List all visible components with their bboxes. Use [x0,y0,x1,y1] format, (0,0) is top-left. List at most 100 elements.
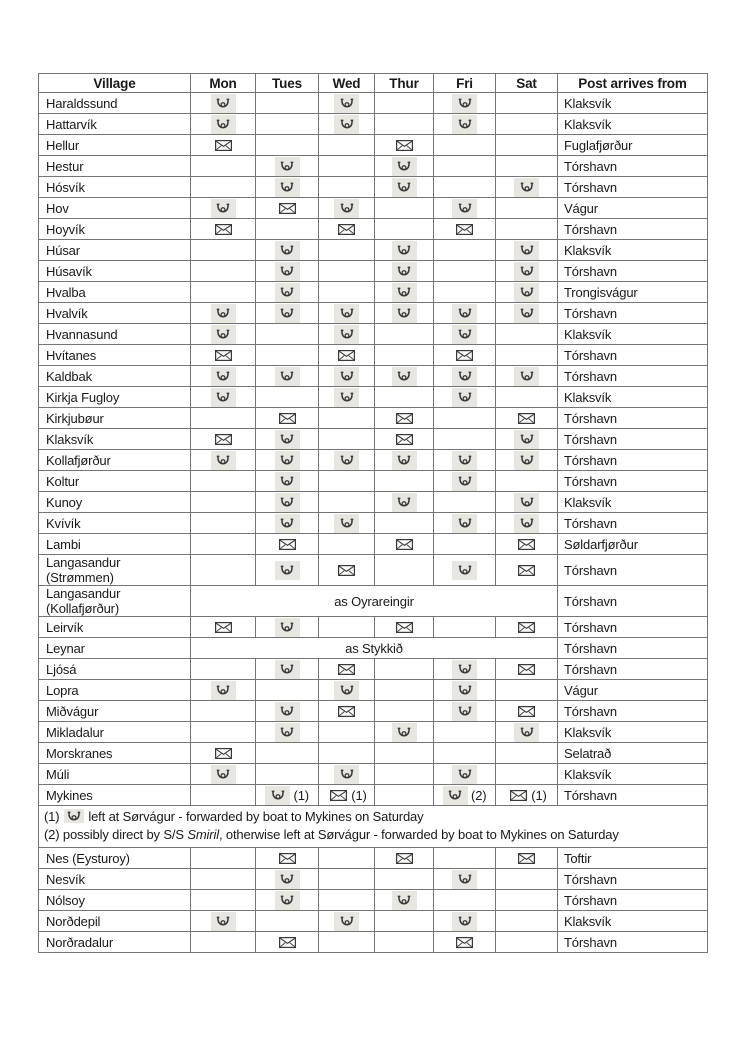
schedule-cell [190,218,256,240]
schedule-cell [433,721,496,743]
posthorn-icon [334,114,359,134]
posthorn-icon [210,911,236,931]
table-row: Klaksvík Tórshavn [38,428,708,450]
schedule-cell [433,239,496,261]
posthorn-icon [391,177,417,197]
schedule-cell [495,449,558,471]
posthorn-icon [514,366,539,386]
column-header-wed: Wed [318,73,375,93]
envelope-icon [514,535,539,554]
footnote-ref: (1) [351,787,367,803]
schedule-cell [318,721,375,743]
posthorn-icon [210,303,236,323]
envelope-icon [211,744,236,763]
posthorn-icon [452,303,477,323]
origin-cell: Klaksvík [557,386,708,408]
schedule-cell [255,302,319,324]
schedule-cell [495,302,558,324]
envelope-icon [392,430,417,449]
envelope-icon [211,346,236,365]
schedule-cell [255,134,319,156]
schedule-cell [190,931,256,953]
table-row: Hvítanes Tórshavn [38,344,708,366]
village-name: Klaksvík [38,428,191,450]
envelope-icon [334,702,359,721]
origin-cell: Klaksvík [557,92,708,114]
table-row: Múli Klaksvík [38,763,708,785]
village-name: Hestur [38,155,191,177]
schedule-cell [374,533,434,555]
schedule-cell [190,470,256,492]
schedule-cell [190,386,256,408]
schedule-cell [495,239,558,261]
schedule-cell [433,700,496,722]
posthorn-icon [452,869,477,889]
envelope-icon [452,933,477,952]
posthorn-icon [210,680,236,700]
schedule-cell [318,679,375,701]
schedule-cell [255,868,319,890]
footnote-text: , otherwise left at Sørvágur - forwarded… [218,827,619,842]
posthorn-icon [334,680,359,700]
schedule-cell [190,763,256,785]
origin-cell: Tórshavn [557,428,708,450]
table-row: Lopra Vágur [38,679,708,701]
schedule-cell [374,260,434,282]
village-name: Múli [38,763,191,785]
schedule-cell [433,847,496,869]
schedule-cell [318,386,375,408]
schedule-cell [255,323,319,345]
column-header-thur: Thur [374,73,434,93]
schedule-cell [255,344,319,366]
schedule-cell [374,470,434,492]
posthorn-icon [334,911,359,931]
village-name: Nes (Eysturoy) [38,847,191,869]
schedule-cell [374,428,434,450]
schedule-cell [190,365,256,387]
schedule-cell [495,344,558,366]
schedule-cell [255,407,319,429]
schedule-cell [495,218,558,240]
schedule-cell [318,134,375,156]
origin-cell: Tórshavn [557,512,708,534]
schedule-cell [495,868,558,890]
origin-cell: Tórshavn [557,700,708,722]
schedule-cell [318,281,375,303]
schedule-cell [190,868,256,890]
schedule-cell [374,407,434,429]
schedule-cell [190,784,256,806]
posthorn-icon [334,764,359,784]
schedule-cell [318,197,375,219]
schedule-cell [190,889,256,911]
schedule-cell [374,721,434,743]
posthorn-icon [334,324,359,344]
schedule-cell [495,281,558,303]
village-name: Mikladalur [38,721,191,743]
schedule-cell [190,260,256,282]
schedule-cell [495,658,558,680]
posthorn-icon [514,492,539,512]
posthorn-icon [334,303,359,323]
envelope-icon [334,346,359,365]
schedule-cell [495,365,558,387]
footnote-ref: (1) [290,787,310,803]
posthorn-icon [274,261,300,281]
origin-cell: Tórshavn [557,585,708,617]
schedule-cell [374,679,434,701]
schedule-cell [374,176,434,198]
origin-cell: Trongisvágur [557,281,708,303]
schedule-cell [374,700,434,722]
posthorn-icon [210,764,236,784]
schedule-cell [190,323,256,345]
schedule-cell [374,113,434,135]
schedule-cell [318,323,375,345]
posthorn-icon [391,303,417,323]
schedule-cell [433,92,496,114]
origin-cell: Klaksvík [557,113,708,135]
schedule-cell [318,344,375,366]
village-name: Ljósá [38,658,191,680]
village-name: Kollafjørður [38,449,191,471]
schedule-cell [255,239,319,261]
envelope-icon [392,618,417,637]
schedule-cell [433,260,496,282]
